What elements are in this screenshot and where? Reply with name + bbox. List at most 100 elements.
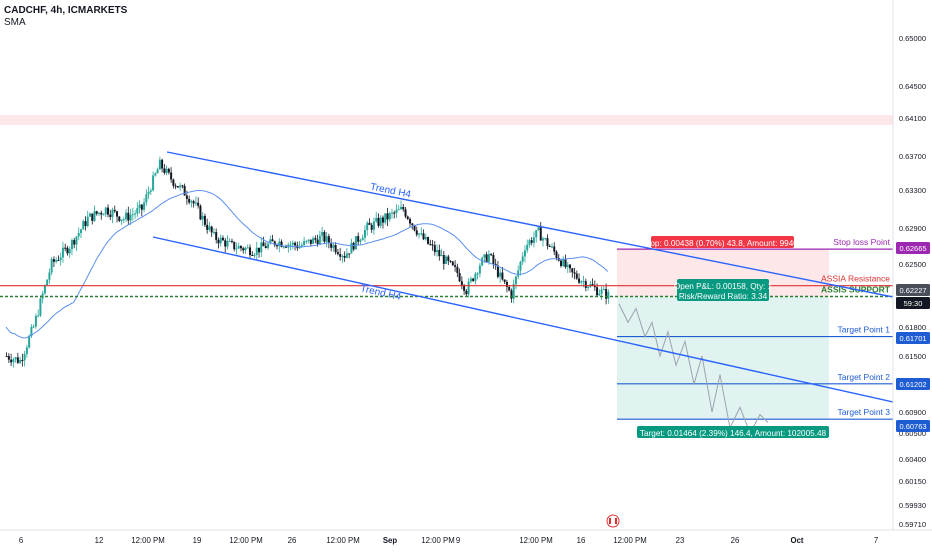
- candle-body: [390, 212, 393, 214]
- target-label-text: Target: 0.01464 (2.39%) 146.4, Amount: 1…: [640, 429, 827, 438]
- candle: [206, 218, 209, 234]
- candle-body: [523, 250, 526, 257]
- candle-body: [528, 240, 531, 245]
- candle: [122, 216, 125, 224]
- candle: [467, 278, 470, 298]
- price-tag-text: 0.62665: [899, 244, 926, 253]
- candle-body: [541, 238, 544, 241]
- candle-body: [154, 173, 157, 176]
- candle-body: [526, 244, 529, 251]
- x-tick-label: Sep: [383, 536, 398, 545]
- candle-body: [226, 241, 229, 247]
- candle: [560, 259, 563, 268]
- candle: [564, 254, 567, 269]
- candle: [12, 357, 15, 368]
- candle-body: [508, 287, 511, 291]
- candle-body: [237, 246, 240, 249]
- profit-zone: [617, 296, 829, 420]
- candle-body: [501, 272, 504, 280]
- candle-body: [215, 232, 218, 240]
- candle-body: [107, 207, 110, 215]
- trendline-line: [152, 236, 894, 403]
- candle-body: [553, 246, 556, 252]
- candle-body: [176, 186, 179, 188]
- candle: [366, 220, 369, 236]
- candle-body: [312, 238, 315, 244]
- candle: [314, 235, 317, 244]
- candle-body: [269, 239, 272, 244]
- candle: [456, 263, 459, 278]
- candle-body: [429, 243, 432, 245]
- candle: [600, 286, 603, 300]
- candle: [217, 237, 220, 249]
- trendline: Trend H4: [166, 151, 894, 298]
- candle-body: [445, 256, 448, 264]
- candle-body: [449, 260, 452, 262]
- candle: [188, 195, 191, 205]
- candle-body: [303, 241, 306, 246]
- candle: [82, 219, 85, 230]
- price-tag-bg: [896, 420, 930, 432]
- candle: [589, 280, 592, 288]
- candle: [73, 237, 76, 249]
- candle: [57, 255, 60, 262]
- candle: [104, 207, 107, 218]
- canada-flag-icon: [606, 514, 620, 528]
- candle: [55, 257, 58, 264]
- candle-body: [251, 254, 254, 256]
- candle: [64, 243, 67, 252]
- indicator-label[interactable]: SMA: [4, 17, 26, 28]
- candle: [125, 209, 128, 222]
- price-tag-bg: [896, 284, 930, 296]
- candle-body: [393, 212, 396, 214]
- candle: [264, 242, 267, 249]
- candle-body: [32, 326, 35, 328]
- candle-body: [478, 265, 481, 274]
- level-label: Stop loss Point: [833, 237, 890, 247]
- candle-body: [532, 237, 535, 243]
- candle: [102, 213, 105, 216]
- candle-body: [145, 194, 148, 203]
- candle: [305, 240, 308, 245]
- candle-body: [368, 222, 371, 225]
- candle-body: [199, 205, 202, 220]
- candle: [440, 248, 443, 257]
- candle: [208, 221, 211, 232]
- candle: [472, 277, 475, 283]
- candle-body: [113, 209, 116, 212]
- candle: [48, 268, 51, 284]
- candle-body: [46, 279, 49, 286]
- x-tick-label: 19: [193, 536, 202, 545]
- candle: [406, 215, 409, 221]
- candle: [354, 236, 357, 250]
- candle: [307, 239, 310, 244]
- candle-body: [348, 253, 351, 255]
- candle: [535, 229, 538, 243]
- x-tick-label: 12:00 PM: [613, 536, 646, 545]
- candle: [537, 226, 540, 231]
- candle: [77, 227, 80, 241]
- price-tag-text: 0.62227: [899, 286, 926, 295]
- candle-body: [129, 214, 132, 221]
- candle-body: [219, 237, 222, 244]
- candle-body: [25, 347, 28, 354]
- candle-body: [77, 232, 80, 237]
- candle-body: [185, 195, 188, 199]
- candle-body: [458, 272, 461, 282]
- y-tick-label: 0.60500: [899, 429, 926, 438]
- candle-body: [75, 236, 78, 245]
- candle-body: [188, 198, 191, 203]
- candle: [91, 213, 94, 225]
- candle-body: [517, 270, 520, 277]
- x-tick-label: Oct: [791, 536, 804, 545]
- candle: [68, 246, 71, 258]
- x-tick-label: 16: [577, 536, 586, 545]
- candle-body: [460, 281, 463, 286]
- candle-body: [327, 236, 330, 244]
- candle: [251, 251, 254, 257]
- candle: [584, 278, 587, 292]
- candle-body: [544, 238, 547, 240]
- candle: [404, 206, 407, 219]
